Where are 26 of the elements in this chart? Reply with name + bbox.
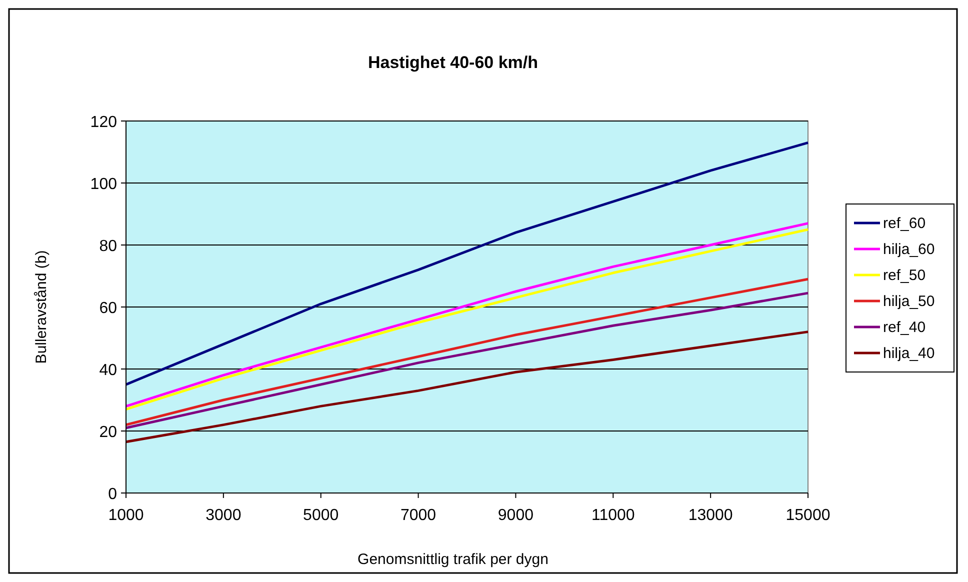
x-axis-title: Genomsnittlig trafik per dygn [358,551,548,568]
chart-title: Hastighet 40-60 km/h [368,53,538,72]
legend-label: hilja_40 [883,345,935,362]
legend-label: hilja_60 [883,241,935,258]
x-tick-label: 3000 [206,507,242,524]
line-series [124,141,810,386]
x-tick-label: 5000 [303,507,339,524]
legend-label: ref_50 [883,267,926,284]
y-tick-label: 20 [99,424,118,441]
x-tick-label: 1000 [108,507,144,524]
legend-label: hilja_50 [883,293,935,310]
y-tick-label: 40 [99,362,118,379]
y-tick-label: 100 [90,176,118,193]
x-tick-label: 11000 [591,507,635,524]
y-tick-label: 120 [90,114,118,131]
x-tick-label: 13000 [688,507,733,524]
y-tick-label: 0 [108,486,118,503]
y-tick-label: 80 [99,238,118,255]
legend-label: ref_40 [883,319,926,336]
line-series [124,330,810,444]
x-tick-label: 9000 [498,507,534,524]
x-tick-label: 7000 [400,507,436,524]
x-tick-label: 15000 [786,507,830,524]
y-axis-title: Bulleravstånd (b) [33,250,50,364]
y-tick-label: 60 [99,300,118,317]
legend-label: ref_60 [883,215,926,232]
